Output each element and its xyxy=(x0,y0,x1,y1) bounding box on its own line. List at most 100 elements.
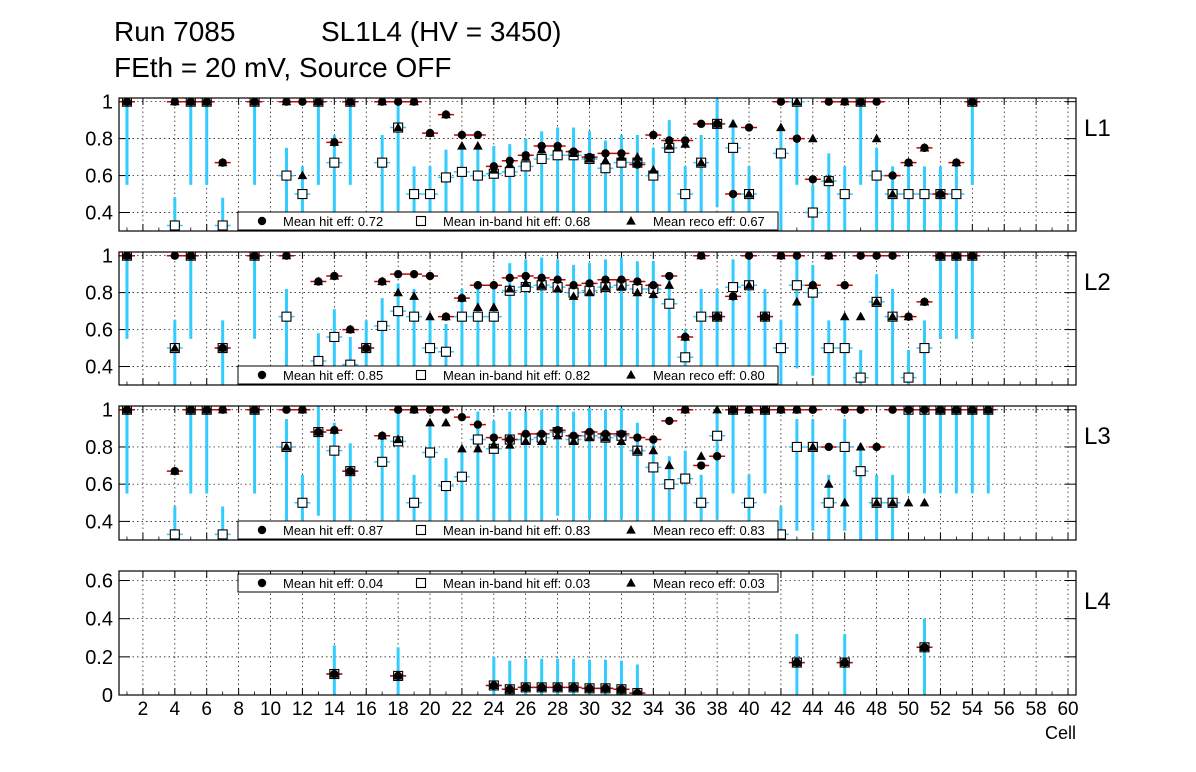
reco-eff-point xyxy=(887,189,898,198)
hit-eff-point xyxy=(250,98,259,106)
hit-eff-point xyxy=(569,683,578,692)
hit-eff-point xyxy=(696,119,706,129)
inband-eff-point xyxy=(552,150,563,161)
legend: Mean hit eff: 0.85 Mean in-band hit eff: … xyxy=(237,365,779,385)
x-tick-label: 8 xyxy=(233,699,244,720)
hit-eff-point xyxy=(457,130,467,140)
hit-eff-point xyxy=(314,98,323,106)
hit-eff-point xyxy=(250,252,259,260)
x-axis-title: Cell xyxy=(1045,723,1076,743)
hit-eff-point xyxy=(952,158,961,167)
hit-eff-point xyxy=(665,271,674,281)
y-tick-label: 0.8 xyxy=(85,437,113,459)
hit-eff-point xyxy=(393,269,403,279)
legend-reco-text: Mean reco eff: 0.80 xyxy=(653,368,765,383)
reco-eff-point xyxy=(919,497,930,507)
reco-eff-point xyxy=(855,311,866,321)
inband-eff-point xyxy=(600,163,611,174)
inband-eff-point xyxy=(775,343,786,354)
hit-eff-point xyxy=(425,128,435,138)
inband-eff-point xyxy=(855,466,866,477)
hit-eff-point xyxy=(473,130,483,140)
hit-eff-point xyxy=(393,406,403,414)
plot-frame xyxy=(118,405,1077,541)
x-tick-label: 20 xyxy=(419,699,440,720)
inband-eff-point xyxy=(377,320,388,331)
data-points xyxy=(119,406,997,540)
hit-eff-point xyxy=(601,429,610,439)
x-tick-label: 44 xyxy=(802,699,824,720)
legend-hit-text: Mean hit eff: 0.04 xyxy=(283,576,383,591)
legend-reco-marker xyxy=(626,525,636,534)
x-tick-label: 48 xyxy=(866,699,887,720)
reco-eff-point xyxy=(903,497,914,507)
inband-eff-point xyxy=(472,170,483,181)
reco-eff-point xyxy=(616,282,627,291)
panel-label: L2 xyxy=(1084,269,1111,296)
y-tick-label: 1 xyxy=(102,400,113,422)
reco-eff-point xyxy=(887,497,898,507)
y-tick-label: 0.4 xyxy=(85,203,113,225)
hit-eff-point xyxy=(409,269,419,279)
legend-hit-marker xyxy=(257,216,267,226)
reco-eff-point xyxy=(871,133,882,143)
hit-eff-point xyxy=(792,658,802,667)
inband-eff-point xyxy=(696,497,707,508)
legend-inband-text: Mean in-band hit eff: 0.68 xyxy=(443,214,590,229)
hit-eff-point xyxy=(393,671,403,681)
y-tick-label: 0.8 xyxy=(85,283,113,305)
reco-eff-point xyxy=(696,157,706,167)
inband-eff-point xyxy=(377,456,388,467)
hit-eff-point xyxy=(489,681,499,690)
y-tick-label: 0.2 xyxy=(85,647,113,669)
reco-eff-point xyxy=(473,141,483,150)
hit-eff-point xyxy=(681,332,690,342)
inband-eff-point xyxy=(728,282,739,293)
reco-eff-point xyxy=(536,280,547,289)
reco-eff-point xyxy=(441,417,451,427)
inband-eff-point xyxy=(504,166,515,177)
inband-eff-point xyxy=(329,157,340,168)
hit-eff-point xyxy=(473,420,483,429)
reco-eff-point xyxy=(744,189,754,198)
x-tick-label: 56 xyxy=(994,699,1015,720)
inband-eff-point xyxy=(696,311,707,322)
reco-eff-point xyxy=(648,165,659,174)
hit-eff-point xyxy=(170,466,180,476)
hit-eff-point xyxy=(633,433,642,442)
inband-eff-point xyxy=(919,343,930,354)
plot-frame xyxy=(118,570,1077,696)
hit-eff-point xyxy=(649,435,658,444)
hit-eff-point xyxy=(377,431,387,440)
legend-reco-marker xyxy=(626,216,636,225)
reco-eff-point xyxy=(744,280,754,289)
inband-eff-point xyxy=(791,441,802,452)
hit-eff-point xyxy=(856,98,865,106)
inband-eff-point xyxy=(409,189,420,200)
y-tick-label: 1 xyxy=(102,92,113,114)
inband-eff-point xyxy=(680,352,691,363)
reco-eff-point xyxy=(170,343,180,352)
inband-eff-point xyxy=(855,372,866,383)
x-tick-label: 2 xyxy=(138,699,149,720)
reco-eff-point xyxy=(648,289,659,299)
hit-eff-point xyxy=(537,141,546,151)
hit-eff-point xyxy=(744,252,754,260)
inband-eff-point xyxy=(712,430,723,441)
reco-eff-point xyxy=(473,302,483,312)
inband-eff-point xyxy=(424,189,436,200)
y-tick-label: 0.8 xyxy=(85,129,113,151)
hit-eff-point xyxy=(250,406,259,414)
hit-eff-point xyxy=(122,406,132,414)
hit-eff-point xyxy=(776,252,786,260)
reco-eff-point xyxy=(425,417,435,427)
x-tick-label: 42 xyxy=(770,699,791,720)
hit-eff-point xyxy=(744,406,754,414)
hit-eff-point xyxy=(473,281,483,290)
x-tick-label: 58 xyxy=(1026,699,1047,720)
reco-eff-point xyxy=(871,296,882,306)
inband-eff-point xyxy=(807,287,818,298)
inband-eff-point xyxy=(217,220,228,231)
hit-eff-point xyxy=(505,273,514,283)
reco-eff-point xyxy=(600,282,611,291)
